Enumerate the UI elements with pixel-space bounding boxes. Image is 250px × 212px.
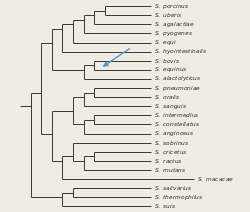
Text: $\it{S.\ uberis}$: $\it{S.\ uberis}$ [154,11,183,19]
Text: $\it{S.\ constellatus}$: $\it{S.\ constellatus}$ [154,120,200,128]
Text: $\it{S.\ hyointestinalis}$: $\it{S.\ hyointestinalis}$ [154,47,208,56]
Text: $\it{S.\ equi}$: $\it{S.\ equi}$ [154,38,178,47]
Text: $\it{S.\ ractus}$: $\it{S.\ ractus}$ [154,157,183,165]
Text: $\it{S.\ suis}$: $\it{S.\ suis}$ [154,202,176,210]
Text: $\it{S.\ oralis}$: $\it{S.\ oralis}$ [154,93,181,101]
Text: $\it{S.\ salivarius}$: $\it{S.\ salivarius}$ [154,184,193,192]
Text: $\it{S.\ mutans}$: $\it{S.\ mutans}$ [154,166,187,174]
Text: $\it{S.\ bovis}$: $\it{S.\ bovis}$ [154,57,180,65]
Text: $\it{S.\ macacae}$: $\it{S.\ macacae}$ [196,175,234,183]
Text: $\it{S.\ anginosus}$: $\it{S.\ anginosus}$ [154,129,195,138]
Text: $\it{S.\ pyogenes}$: $\it{S.\ pyogenes}$ [154,29,194,38]
Text: $\it{S.\ agalactiae}$: $\it{S.\ agalactiae}$ [154,20,195,29]
Text: $\it{S.\ sobrinus}$: $\it{S.\ sobrinus}$ [154,139,190,147]
Text: $\it{S.\ equinus}$: $\it{S.\ equinus}$ [154,65,188,74]
Text: $\it{S.\ sanguis}$: $\it{S.\ sanguis}$ [154,102,188,111]
Text: $\it{S.\ porcinus}$: $\it{S.\ porcinus}$ [154,2,190,11]
Text: $\it{S.\ thermophilus}$: $\it{S.\ thermophilus}$ [154,193,204,202]
Text: $\it{S.\ alactolyticus}$: $\it{S.\ alactolyticus}$ [154,74,202,84]
Text: $\it{S.\ intermedius}$: $\it{S.\ intermedius}$ [154,111,200,119]
Text: $\it{S.\ cricetus}$: $\it{S.\ cricetus}$ [154,148,188,156]
Text: $\it{S.\ pneumoniae}$: $\it{S.\ pneumoniae}$ [154,84,202,93]
